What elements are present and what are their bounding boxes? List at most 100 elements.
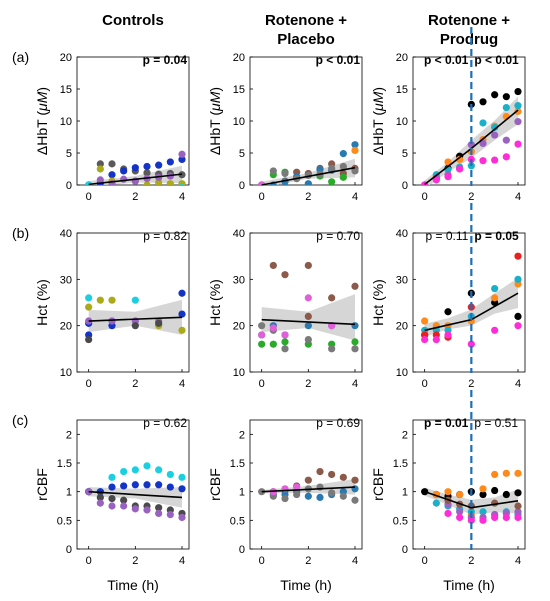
p-value: p = 0.82 [143, 229, 187, 243]
y-tick-label: 1.5 [57, 458, 72, 470]
data-point [328, 489, 336, 497]
data-point [444, 509, 452, 518]
data-point [96, 176, 104, 184]
data-point [491, 91, 499, 99]
y-axis-label: rCBF [34, 468, 50, 501]
y-tick-label: 5 [66, 148, 72, 160]
data-point [131, 481, 139, 489]
y-tick-label: 2 [66, 429, 72, 441]
data-point [351, 476, 359, 484]
data-point [131, 164, 139, 172]
data-point [178, 180, 186, 185]
data-point [514, 252, 522, 260]
data-point [166, 470, 174, 479]
data-point [85, 294, 93, 302]
data-point [120, 502, 128, 510]
data-point [444, 308, 452, 316]
data-point [502, 513, 510, 522]
x-tick-label: 2 [468, 555, 474, 567]
y-tick-label: 0.5 [230, 515, 245, 527]
data-point [479, 516, 487, 524]
data-point [304, 312, 312, 320]
data-point [131, 466, 139, 474]
data-point [269, 167, 277, 175]
column-title: Placebo [277, 31, 335, 48]
data-point [421, 335, 429, 344]
y-tick-label: 0 [239, 544, 245, 556]
data-point [479, 490, 487, 499]
data-point [339, 492, 347, 500]
data-point [502, 490, 510, 499]
data-point [328, 345, 336, 353]
y-tick-label: 0.5 [393, 515, 408, 527]
y-tick-label: 10 [396, 367, 408, 379]
data-point [351, 322, 359, 330]
data-point [479, 98, 487, 106]
y-tick-label: 20 [233, 321, 245, 333]
fit-line [261, 318, 356, 326]
y-tick-label: 1 [239, 487, 245, 499]
y-tick-label: 30 [233, 274, 245, 286]
panel-letter: (a) [12, 49, 29, 65]
data-point [328, 294, 336, 302]
data-point [96, 499, 104, 507]
data-point [108, 494, 116, 503]
y-tick-label: 0 [239, 180, 245, 192]
p-value-right: p = 0.05 [474, 229, 519, 243]
data-point [120, 468, 128, 476]
data-point [85, 303, 93, 311]
data-point [281, 494, 289, 503]
x-axis-label: Time (h) [280, 577, 332, 593]
data-point [108, 171, 116, 179]
x-tick-label: 0 [422, 191, 428, 203]
fit-line [88, 316, 183, 322]
data-point [166, 510, 174, 519]
data-point [258, 331, 266, 339]
data-point [155, 481, 163, 489]
data-point [155, 509, 163, 518]
x-tick-label: 2 [305, 191, 311, 203]
data-point [96, 493, 104, 501]
y-axis-label: ΔHbT (μM) [370, 87, 386, 155]
data-point [108, 483, 116, 491]
data-point [456, 513, 464, 522]
plot-frame [412, 419, 526, 550]
x-tick-label: 4 [179, 378, 185, 390]
data-point [178, 485, 186, 493]
x-tick-label: 0 [86, 191, 92, 203]
x-tick-label: 4 [179, 555, 185, 567]
data-point [467, 516, 475, 524]
data-point [514, 312, 522, 320]
data-point [155, 187, 162, 194]
data-point [120, 185, 127, 192]
y-tick-label: 20 [60, 52, 72, 64]
data-point [269, 340, 277, 348]
panel-letter: (b) [12, 225, 29, 241]
data-point [108, 296, 116, 304]
p-value: p = 0.70 [316, 229, 360, 243]
x-tick-label: 4 [515, 191, 521, 203]
data-point [351, 282, 359, 290]
plot-frame [76, 419, 190, 550]
data-point [143, 187, 150, 194]
y-tick-label: 5 [402, 148, 408, 160]
data-point [502, 93, 510, 101]
data-point [444, 173, 452, 181]
data-point [514, 102, 522, 110]
data-point [432, 335, 440, 344]
x-tick-label: 4 [515, 555, 521, 567]
data-point [339, 162, 347, 171]
data-point [456, 508, 464, 516]
y-tick-label: 15 [60, 84, 72, 96]
data-point [491, 513, 499, 522]
x-tick-label: 0 [259, 191, 265, 203]
data-point [293, 483, 301, 491]
data-point [304, 180, 312, 185]
data-point [281, 190, 288, 197]
data-point [479, 157, 487, 165]
data-point [421, 317, 429, 325]
plot-frame [249, 419, 363, 550]
y-tick-label: 1 [402, 487, 408, 499]
plot-frame [412, 232, 526, 373]
